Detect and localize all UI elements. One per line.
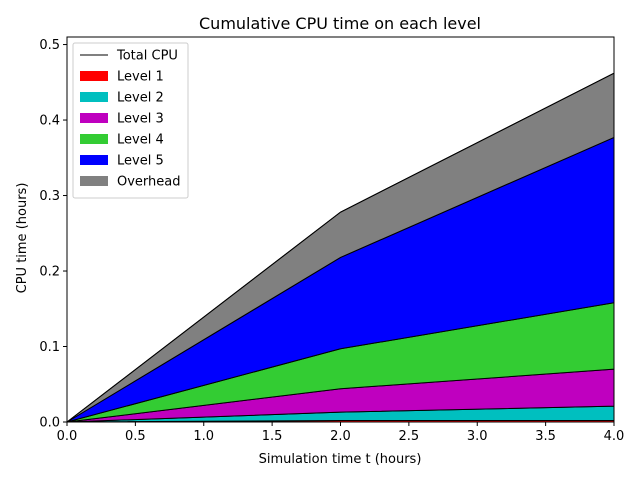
legend-label: Level 1	[117, 70, 164, 85]
x-tick-label: 1.5	[262, 429, 283, 444]
y-tick-label: 0.0	[39, 416, 60, 431]
y-tick-label: 0.4	[39, 114, 60, 129]
total-cpu-line	[66, 72, 615, 423]
x-tick-label: 0.0	[57, 429, 78, 444]
legend-swatch-level-2	[80, 92, 108, 102]
total-line-group	[66, 72, 615, 423]
y-tick-label: 0.3	[39, 189, 60, 204]
legend-swatch-level-1	[80, 71, 108, 81]
x-axis-ticks: 0.0 0.5 1.0 1.5 2.0 2.5 3.0 3.5 4.0	[57, 422, 625, 444]
legend-label: Total CPU	[116, 49, 178, 64]
x-tick-label: 3.0	[467, 429, 488, 444]
legend-label: Level 3	[117, 112, 164, 127]
legend-swatch-level-4	[80, 134, 108, 144]
x-tick-label: 1.0	[193, 429, 214, 444]
x-axis-label: Simulation time t (hours)	[259, 452, 422, 467]
legend: Total CPU Level 1 Level 2 Level 3 Level 4 Lev…	[72, 42, 189, 199]
x-tick-label: 0.5	[125, 429, 146, 444]
legend-label: Level 2	[117, 91, 164, 106]
legend-label: Level 4	[117, 133, 164, 148]
y-axis-label: CPU time (hours)	[15, 183, 30, 294]
y-axis-ticks: 0.0 0.1 0.2 0.3 0.4 0.5	[39, 38, 67, 431]
x-tick-label: 3.5	[535, 429, 556, 444]
legend-swatch-level-5	[80, 155, 108, 165]
legend-label: Overhead	[117, 175, 181, 190]
x-tick-label: 2.0	[330, 429, 351, 444]
legend-label: Level 5	[117, 154, 164, 169]
y-tick-label: 0.5	[39, 38, 60, 53]
legend-swatch-level-3	[80, 113, 108, 123]
chart-title: Cumulative CPU time on each level	[199, 14, 481, 33]
legend-swatch-overhead	[80, 176, 108, 186]
y-tick-label: 0.1	[39, 340, 60, 355]
x-tick-label: 2.5	[399, 429, 420, 444]
y-tick-label: 0.2	[39, 265, 60, 280]
x-tick-label: 4.0	[604, 429, 625, 444]
